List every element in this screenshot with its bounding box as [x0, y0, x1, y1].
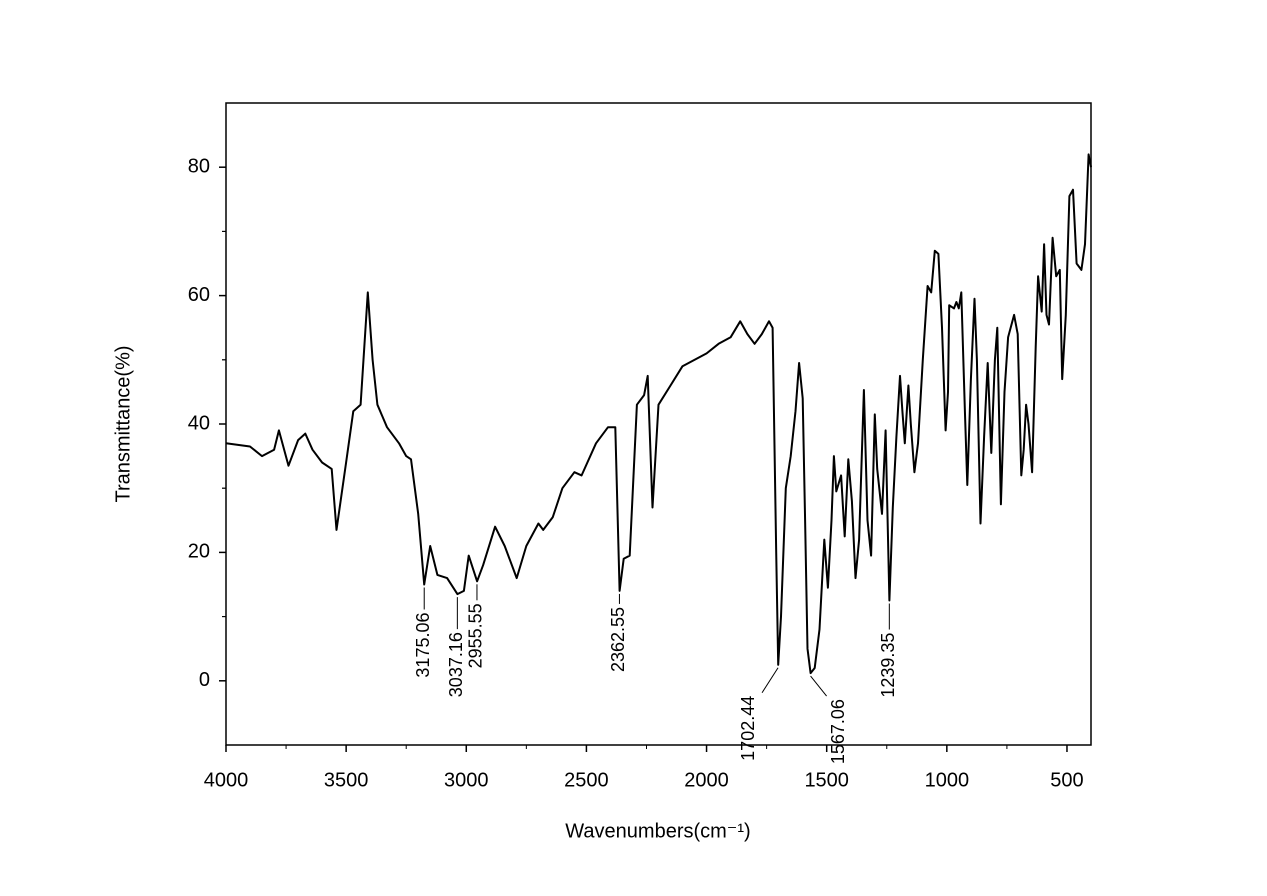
- x-tick-label: 1500: [804, 769, 849, 791]
- annotation-label: 3175.06: [413, 613, 433, 678]
- x-axis-title: Wavenumbers(cm⁻¹): [565, 820, 750, 842]
- x-tick-label: 4000: [204, 769, 249, 791]
- plot-frame: [225, 102, 1092, 746]
- x-tick-label: 1000: [925, 769, 970, 791]
- y-tick-label: 60: [188, 284, 210, 306]
- y-tick-label: 40: [188, 412, 210, 434]
- annotation-label: 1702.44: [738, 696, 758, 761]
- annotation-leader: [761, 667, 779, 694]
- x-tick-label: 3000: [444, 769, 489, 791]
- annotation-label: 3037.16: [446, 632, 466, 697]
- annotation-label: 2362.55: [608, 607, 628, 672]
- y-axis-title: Transmittance(%): [112, 345, 134, 502]
- x-tick-label: 2500: [564, 769, 609, 791]
- x-tick-label: 3500: [324, 769, 369, 791]
- spectrum-line: [225, 153, 1092, 675]
- y-tick-label: 80: [188, 155, 210, 177]
- y-tick-label: 0: [199, 669, 210, 691]
- y-tick-label: 20: [188, 541, 210, 563]
- x-tick-label: 2000: [684, 769, 729, 791]
- annotation-label: 2955.55: [466, 603, 486, 668]
- annotation-label: 1239.35: [878, 633, 898, 698]
- x-tick-label: 500: [1050, 769, 1083, 791]
- annotation-label: 1567.06: [828, 699, 848, 764]
- annotation-leader: [810, 675, 827, 697]
